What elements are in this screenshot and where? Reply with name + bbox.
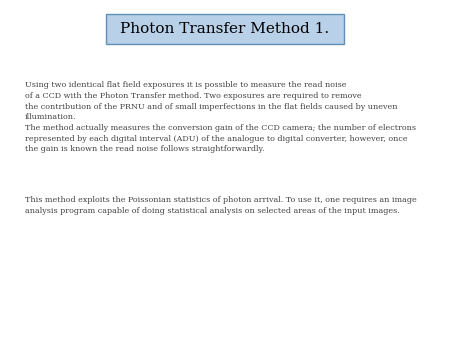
FancyBboxPatch shape: [106, 14, 344, 44]
Text: Photon Transfer Method 1.: Photon Transfer Method 1.: [121, 22, 329, 36]
Text: This method exploits the Poissonian statistics of photon arrival. To use it, one: This method exploits the Poissonian stat…: [25, 196, 417, 215]
Text: Using two identical flat field exposures it is possible to measure the read nois: Using two identical flat field exposures…: [25, 81, 416, 153]
